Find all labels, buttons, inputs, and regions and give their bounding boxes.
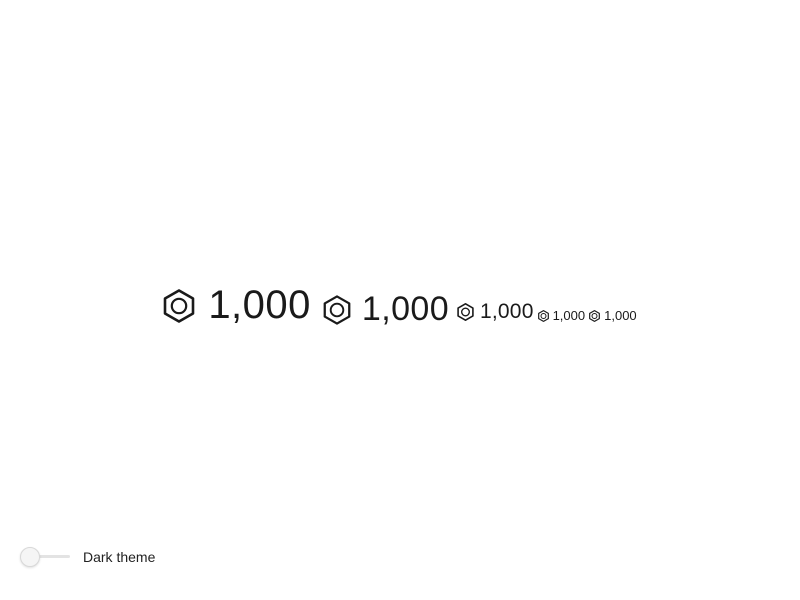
amount-value: 1,000 bbox=[208, 283, 311, 327]
currency-amount-md: 1,000 bbox=[457, 300, 534, 330]
amount-value: 1,000 bbox=[552, 308, 586, 323]
dark-theme-label[interactable]: Dark theme bbox=[83, 549, 156, 565]
hexagon-currency-icon bbox=[457, 303, 474, 321]
hexagon-currency-icon bbox=[537, 309, 549, 322]
dark-theme-toggle[interactable]: Dark theme bbox=[20, 546, 155, 568]
currency-amount-lg: 1,000 bbox=[323, 290, 449, 330]
amount-value: 1,000 bbox=[480, 300, 534, 323]
currency-amounts-row: 1,000 1,000 1,000 1,000 bbox=[0, 270, 800, 330]
currency-amount-xs: 1,000 bbox=[589, 308, 637, 330]
switch-track bbox=[22, 555, 70, 558]
hexagon-currency-icon bbox=[323, 294, 351, 325]
amount-value: 1,000 bbox=[361, 290, 450, 328]
hexagon-currency-icon bbox=[589, 309, 601, 322]
currency-amount-sm: 1,000 bbox=[537, 308, 586, 330]
amount-value: 1,000 bbox=[604, 308, 637, 323]
switch-knob[interactable] bbox=[20, 547, 40, 567]
currency-amount-xl: 1,000 bbox=[163, 283, 311, 330]
dark-theme-switch[interactable] bbox=[20, 546, 70, 568]
hexagon-currency-icon bbox=[163, 288, 195, 323]
